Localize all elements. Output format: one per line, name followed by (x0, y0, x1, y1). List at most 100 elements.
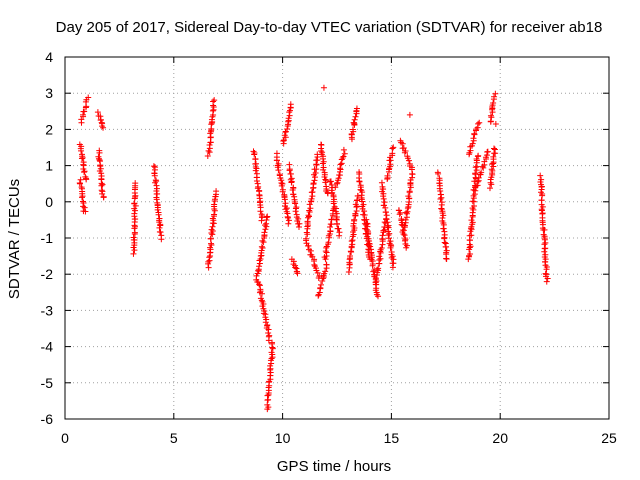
data-point (76, 180, 83, 187)
data-point (205, 264, 212, 271)
data-point (156, 215, 163, 222)
data-point (474, 178, 481, 185)
data-point (490, 145, 497, 152)
x-tick-label: 5 (170, 430, 178, 446)
data-point (307, 251, 314, 258)
data-point (99, 188, 106, 195)
data-point (387, 157, 394, 164)
data-point (256, 282, 263, 289)
data-point (293, 204, 300, 211)
data-point (254, 180, 261, 187)
data-point (281, 203, 288, 210)
data-point (277, 175, 284, 182)
data-point (287, 101, 294, 108)
data-point (401, 232, 408, 239)
data-point (473, 156, 480, 163)
data-point (354, 192, 361, 199)
data-point (250, 148, 257, 155)
data-point (287, 170, 294, 177)
data-point (538, 181, 545, 188)
data-point (381, 199, 388, 206)
data-point (264, 213, 271, 220)
data-point (409, 171, 416, 178)
data-point (472, 170, 479, 177)
data-point (323, 183, 330, 190)
y-tick-label: -2 (41, 266, 54, 282)
data-point (273, 150, 280, 157)
data-point (538, 176, 545, 183)
data-point (295, 220, 302, 227)
data-point (316, 273, 323, 280)
data-point (213, 188, 220, 195)
data-point (475, 120, 482, 127)
data-point (282, 200, 289, 207)
data-point (208, 226, 215, 233)
data-point (258, 243, 265, 250)
data-point (288, 175, 295, 182)
data-points (76, 84, 551, 413)
data-point (82, 173, 89, 180)
data-point (99, 120, 106, 127)
data-point (286, 109, 293, 116)
data-point (262, 311, 269, 318)
data-point (80, 200, 87, 207)
data-point (77, 176, 84, 183)
data-point (360, 201, 367, 208)
data-point (130, 234, 137, 241)
data-point (470, 135, 477, 142)
data-point (325, 239, 332, 246)
data-point (154, 199, 161, 206)
data-point (269, 345, 276, 352)
data-point (211, 211, 218, 218)
data-point (492, 90, 499, 97)
data-point (152, 164, 159, 171)
data-point (209, 231, 216, 238)
data-point (275, 167, 282, 174)
data-point (488, 166, 495, 173)
data-point (307, 205, 314, 212)
data-point (85, 94, 92, 101)
data-point (490, 153, 497, 160)
data-point (207, 244, 214, 251)
data-point (323, 244, 330, 251)
data-point (97, 165, 104, 172)
data-point (306, 201, 313, 208)
data-point (486, 185, 493, 192)
data-point (402, 216, 409, 223)
data-point (539, 210, 546, 217)
data-point (542, 239, 549, 246)
data-point (370, 268, 377, 275)
data-point (269, 339, 276, 346)
data-point (81, 108, 88, 115)
data-point (365, 235, 372, 242)
data-point (99, 181, 106, 188)
data-point (360, 211, 367, 218)
y-tick-label: 0 (45, 194, 53, 210)
data-point (475, 152, 482, 159)
data-point (491, 93, 498, 100)
data-point (206, 142, 213, 149)
data-point (204, 153, 211, 160)
data-point (437, 191, 444, 198)
data-point (442, 240, 449, 247)
y-tick-label: 2 (45, 121, 53, 137)
data-point (376, 253, 383, 260)
data-point (543, 271, 550, 278)
data-point (333, 180, 340, 187)
data-point (339, 154, 346, 161)
data-point (275, 160, 282, 167)
data-point (348, 238, 355, 245)
data-point (378, 179, 385, 186)
data-point (384, 219, 391, 226)
data-point (206, 254, 213, 261)
data-point (288, 256, 295, 263)
data-point (313, 157, 320, 164)
data-point (382, 209, 389, 216)
y-tick-label: -3 (41, 302, 54, 318)
data-point (261, 229, 268, 236)
y-tick-label: 3 (45, 85, 53, 101)
data-point (472, 164, 479, 171)
data-point (345, 268, 352, 275)
data-point (542, 251, 549, 258)
data-point (279, 180, 286, 187)
